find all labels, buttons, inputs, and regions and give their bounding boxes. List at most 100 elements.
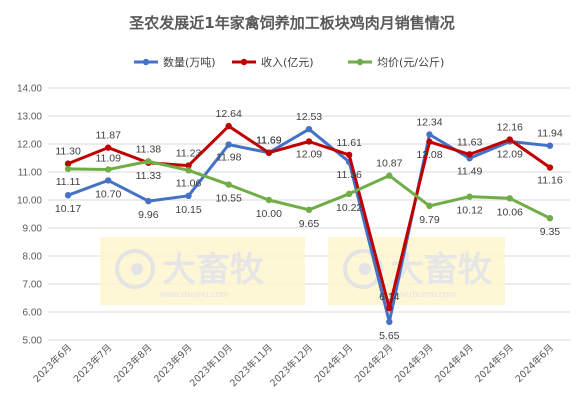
data-label: 11.33 [136,170,162,182]
data-point [225,141,232,148]
data-point [105,166,112,173]
data-label: 12.09 [497,148,523,160]
data-label: 10.00 [256,208,282,220]
data-label: 11.94 [537,128,563,140]
series-lines [64,122,554,325]
legend-item: 收入(亿元) [232,55,314,69]
data-point [386,304,393,312]
x-tick-label: 2024年4月 [432,342,475,385]
data-label: 10.17 [55,203,81,215]
data-label: 9.35 [540,226,561,238]
x-axis-ticks: 2023年6月2023年7月2023年8月2023年9月2023年10月2023… [31,342,556,390]
data-point [265,196,273,204]
data-label: 10.87 [376,158,402,170]
data-point [185,162,192,169]
data-label: 5.65 [379,330,400,342]
data-label: 11.98 [216,152,242,164]
data-point [305,206,313,213]
data-point [466,151,473,158]
data-point [64,165,72,173]
data-point [546,142,554,149]
legend-label: 均价(元/公斤) [377,56,444,69]
data-point [345,151,353,159]
data-label: 10.55 [216,193,242,205]
data-point [305,138,313,145]
data-label: 10.12 [456,205,482,217]
data-label: 11.36 [336,169,362,181]
watermark-brand: 大畜牧 [390,250,493,290]
data-label: 12.09 [296,148,322,160]
data-point [426,202,433,210]
watermark-logo-dot [359,263,371,275]
legend: 数量(万吨) 收入(亿元) 均价(元/公斤) [134,55,444,69]
data-label: 10.15 [175,204,201,216]
data-point [345,190,353,198]
data-point [145,158,152,165]
data-label: 6.14 [379,291,400,303]
data-label: 12.08 [416,149,442,161]
data-label: 12.64 [216,108,242,120]
x-tick-label: 2023年9月 [151,342,194,385]
data-label: 11.06 [176,177,202,189]
data-point [64,192,72,199]
watermark-site: www.dxumu.com [159,289,228,299]
data-label: 10.22 [336,202,362,214]
y-tick-label: 11.00 [18,168,43,179]
data-point [386,172,393,179]
data-point [105,177,112,184]
data-point [426,131,433,138]
legend-marker [240,58,248,66]
data-point [546,215,554,222]
data-point [506,136,513,143]
data-label: 11.69 [256,135,282,147]
x-tick-label: 2023年12月 [268,342,316,390]
data-label: 11.69 [256,135,282,147]
y-tick-label: 13.00 [17,112,42,123]
chart-title: 圣农发展近1年家禽饲养加工板块鸡肉月销售情况 [128,14,454,32]
data-label: 10.70 [95,188,121,200]
data-label: 11.38 [136,143,162,155]
data-label: 9.65 [299,218,320,230]
legend-marker [356,58,364,66]
y-tick-label: 5.00 [23,336,43,347]
y-tick-label: 10.00 [17,196,42,207]
x-tick-label: 2023年6月 [31,342,74,385]
data-label: 11.63 [457,136,483,148]
data-label: 11.23 [176,148,202,160]
data-label: 11.49 [457,165,483,177]
data-point [225,181,232,188]
data-label: 11.30 [55,146,81,158]
data-point [225,122,232,130]
watermark-brand: 大畜牧 [162,250,265,290]
data-point [386,318,393,325]
y-tick-label: 7.00 [23,280,43,291]
data-label: 11.87 [95,130,121,142]
watermark-site: www.dxumu.com [387,289,456,299]
data-point [145,197,152,205]
data-point [546,164,554,171]
y-tick-label: 12.00 [17,140,42,151]
x-tick-label: 2023年8月 [111,342,154,385]
legend-item: 均价(元/公斤) [348,56,444,69]
x-tick-label: 2024年3月 [392,342,435,385]
legend-label: 数量(万吨) [163,56,216,69]
data-point [426,138,433,145]
data-label: 10.06 [497,206,523,218]
data-label: 11.16 [537,175,563,187]
data-point [506,195,513,202]
data-label: 11.61 [336,137,362,149]
data-point [64,160,72,167]
x-tick-label: 2024年1月 [312,342,355,385]
data-label: 12.34 [416,116,442,128]
watermark-logo-icon [343,249,383,289]
x-tick-label: 2024年2月 [352,342,395,385]
y-tick-label: 6.00 [23,308,43,319]
data-label: 12.16 [497,122,523,134]
watermark-logo-dot [131,263,143,275]
x-tick-label: 2024年5月 [473,342,516,385]
watermark-background [328,237,505,305]
x-tick-label: 2023年7月 [71,342,114,385]
